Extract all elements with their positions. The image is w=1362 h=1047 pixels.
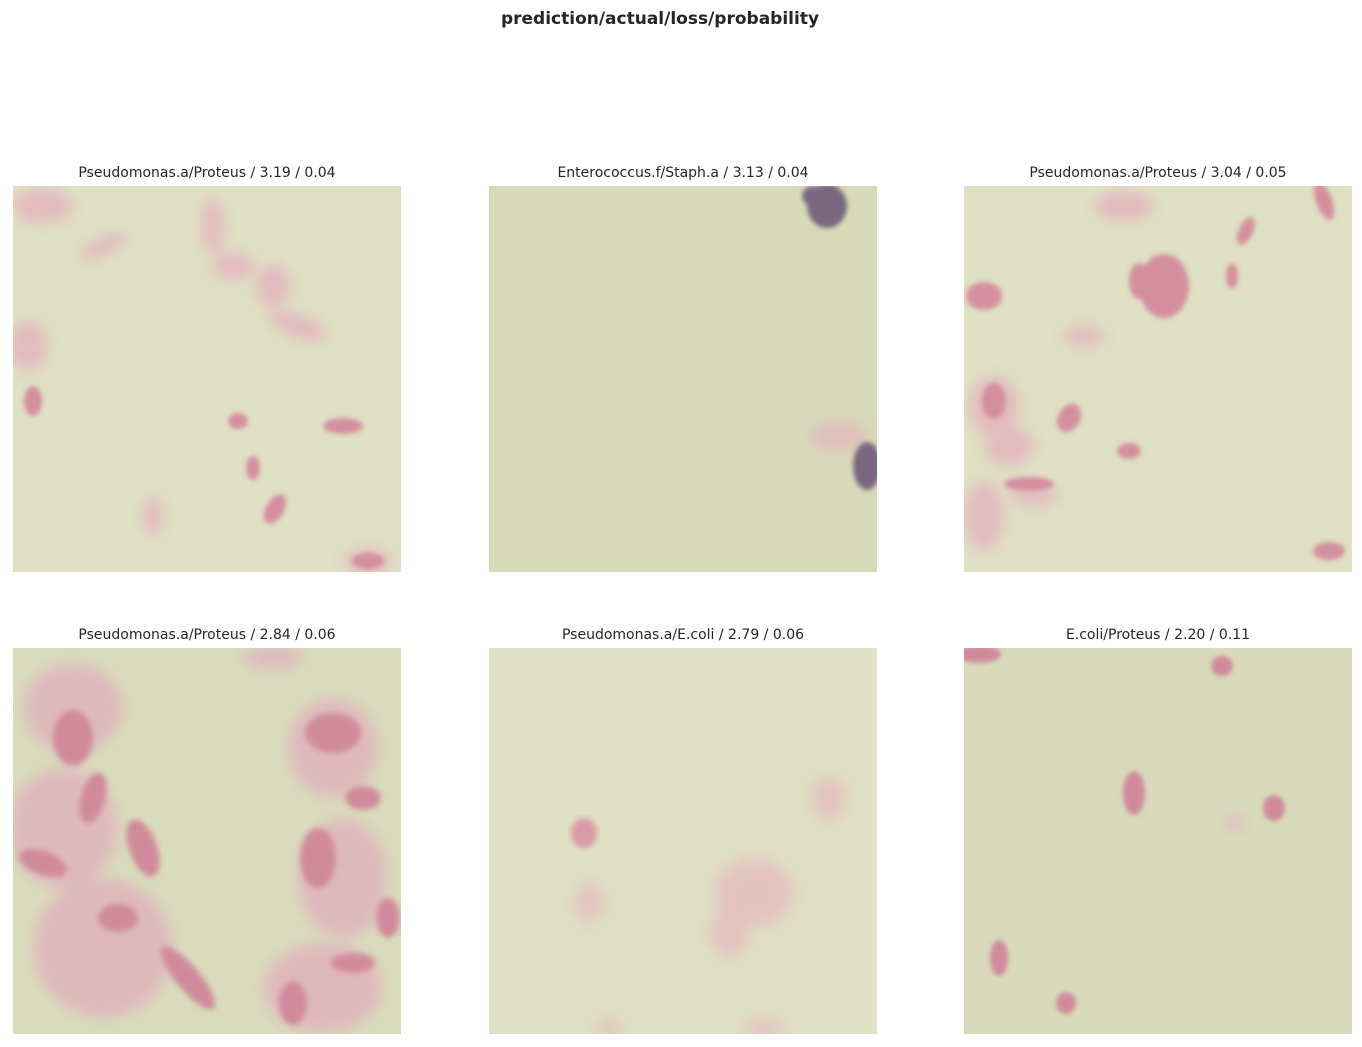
microscopy-image-5	[489, 648, 877, 1034]
image-panel-6: E.coli/Proteus / 2.20 / 0.11	[964, 627, 1352, 1034]
microscopy-image-4	[13, 648, 401, 1034]
panel-title-4: Pseudomonas.a/Proteus / 2.84 / 0.06	[78, 627, 336, 643]
microscopy-image-6	[964, 648, 1352, 1034]
image-panel-1: Pseudomonas.a/Proteus / 3.19 / 0.04	[13, 165, 401, 572]
microscopy-image-1	[13, 186, 401, 572]
microscopy-image-3	[964, 186, 1352, 572]
panel-title-1: Pseudomonas.a/Proteus / 3.19 / 0.04	[78, 165, 336, 181]
image-panel-2: Enterococcus.f/Staph.a / 3.13 / 0.04	[489, 165, 877, 572]
panel-title-6: E.coli/Proteus / 2.20 / 0.11	[1065, 627, 1251, 643]
panel-title-3: Pseudomonas.a/Proteus / 3.04 / 0.05	[1029, 165, 1287, 181]
figure-title: prediction/actual/loss/probability	[500, 9, 820, 29]
image-panel-3: Pseudomonas.a/Proteus / 3.04 / 0.05	[964, 165, 1352, 572]
panel-title-2: Enterococcus.f/Staph.a / 3.13 / 0.04	[557, 165, 809, 181]
microscopy-image-2	[489, 186, 877, 572]
image-panel-5: Pseudomonas.a/E.coli / 2.79 / 0.06	[489, 627, 877, 1034]
panel-title-5: Pseudomonas.a/E.coli / 2.79 / 0.06	[561, 627, 805, 643]
image-panel-4: Pseudomonas.a/Proteus / 2.84 / 0.06	[13, 627, 401, 1034]
